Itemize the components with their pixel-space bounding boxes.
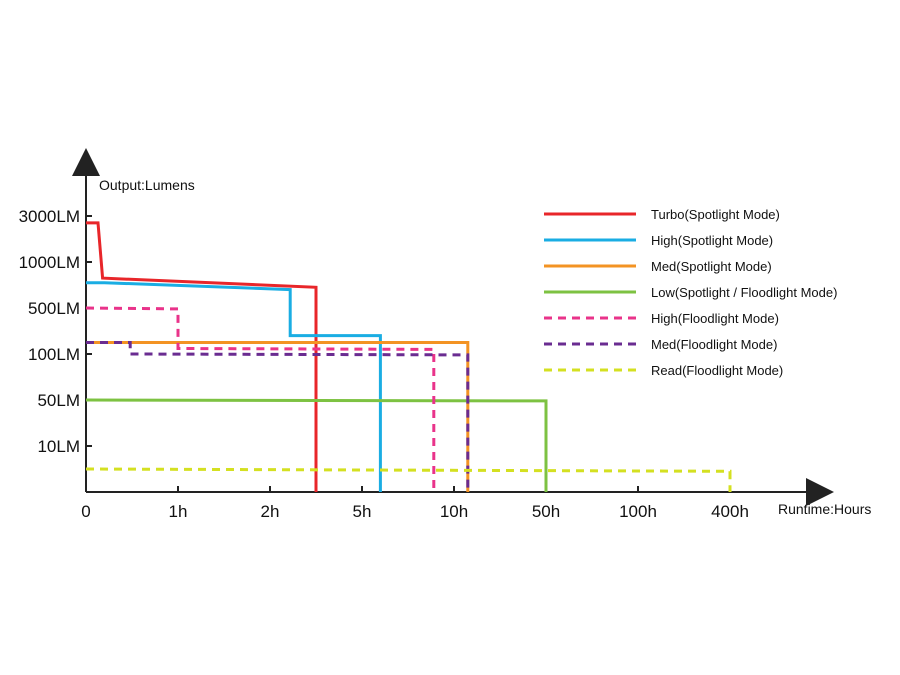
x-tick-label: 10h [440,502,468,521]
legend-label: Med(Floodlight Mode) [651,337,777,352]
x-tick-label: 1h [169,502,188,521]
series-line-5 [85,306,436,492]
y-tick-label: 1000LM [19,253,80,272]
x-tick-label: 2h [261,502,280,521]
series-line-1 [86,221,318,492]
series-line-4 [85,398,548,492]
legend: Turbo(Spotlight Mode) High(Spotlight Mode… [544,207,837,378]
x-tick-group: 0 1h 2h 5h 10h 50h 100h 400h [81,486,749,521]
x-axis-title: Runtime:Hours [778,501,871,517]
legend-label: High(Spotlight Mode) [651,233,773,248]
y-tick-label: 10LM [37,437,80,456]
legend-label: Low(Spotlight / Floodlight Mode) [651,285,837,300]
legend-label: Turbo(Spotlight Mode) [651,207,780,222]
legend-label: Med(Spotlight Mode) [651,259,772,274]
x-tick-label: 0 [81,502,90,521]
x-tick-label: 400h [711,502,749,521]
y-tick-label: 100LM [28,345,80,364]
series-line-2 [86,281,382,492]
x-tick-label: 100h [619,502,657,521]
x-tick-label: 5h [353,502,372,521]
x-tick-label: 50h [532,502,560,521]
y-tick-label: 500LM [28,299,80,318]
y-tick-group: 3000LM 1000LM 500LM 100LM 50LM 10LM [19,207,92,456]
series-line-7 [85,467,732,492]
legend-label: High(Floodlight Mode) [651,311,779,326]
y-tick-label: 50LM [37,391,80,410]
series-line-6 [86,341,470,492]
legend-label: Read(Floodlight Mode) [651,363,783,378]
y-axis-title: Output:Lumens [99,177,195,193]
y-tick-label: 3000LM [19,207,80,226]
series-group [85,221,732,492]
